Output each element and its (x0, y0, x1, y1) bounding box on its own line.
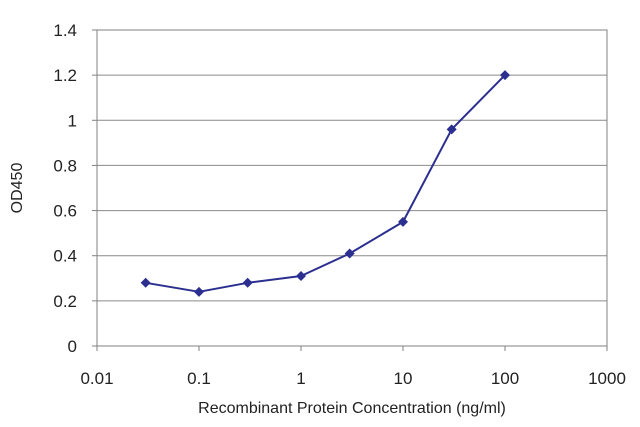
x-tick-label: 100 (491, 369, 519, 388)
data-point (194, 286, 204, 297)
y-tick-label: 0 (68, 337, 77, 356)
y-tick-label: 1 (68, 111, 77, 130)
series-group (140, 70, 510, 297)
axis-ticks (92, 29, 608, 351)
x-tick-labels: 0.01 0.1 1 10 100 1000 (80, 369, 625, 388)
x-tick-label: 1 (296, 369, 305, 388)
y-tick-label: 0.6 (53, 202, 77, 221)
x-tick-label: 0.1 (187, 369, 211, 388)
data-point (446, 124, 457, 135)
gridlines (97, 29, 607, 302)
y-axis-title: OD450 (9, 163, 26, 214)
x-tick-label: 1000 (588, 369, 626, 388)
series-line (145, 74, 506, 293)
y-tick-label: 0.2 (53, 292, 77, 311)
data-point (398, 216, 408, 227)
x-tick-label: 10 (394, 369, 413, 388)
y-tick-labels: 0 0.2 0.4 0.6 0.8 1 1.2 1.4 (53, 21, 77, 356)
data-point (296, 271, 306, 282)
data-point (242, 277, 253, 288)
y-tick-label: 1.4 (53, 21, 77, 40)
y-tick-label: 0.8 (53, 156, 77, 175)
data-point (344, 248, 355, 259)
plot-area-frame (96, 29, 608, 347)
x-axis-title: Recombinant Protein Concentration (ng/ml… (198, 400, 506, 417)
data-point (140, 277, 151, 288)
data-point (500, 70, 510, 81)
y-tick-label: 0.4 (53, 247, 77, 266)
y-tick-label: 1.2 (53, 66, 77, 85)
x-tick-label: 0.01 (80, 369, 113, 388)
